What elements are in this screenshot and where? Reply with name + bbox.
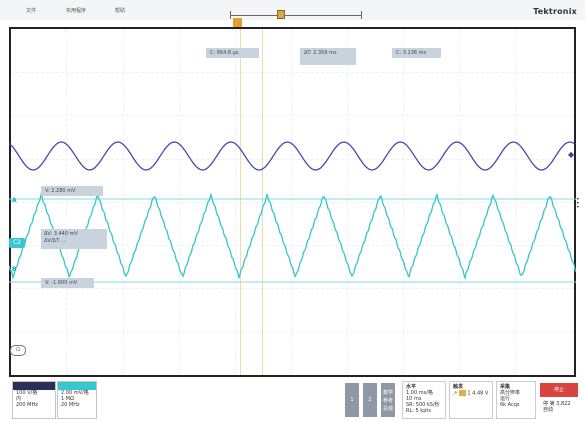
acquisition-settings[interactable]: 采集 高分辨率 运行 6k Acqs xyxy=(496,381,536,419)
more-options-icon[interactable]: • • • xyxy=(576,196,580,211)
horizontal-settings[interactable]: 水平 1.00 ms/格 10 ms SR: 500 kS/秒 RL: 5 kp… xyxy=(402,381,446,419)
trigger-mode: 自动 xyxy=(543,407,554,413)
horizontal-scale: 1.00 ms/格 xyxy=(406,390,433,396)
acquire-mode: 高分辨率 xyxy=(500,390,521,396)
acquire-title: 采集 xyxy=(500,384,511,390)
record-timeline[interactable] xyxy=(230,15,362,16)
trigger-settings[interactable]: 触发 ↗ 1 4.48 V xyxy=(449,381,493,419)
channel-3-button[interactable]: 1 xyxy=(345,383,359,417)
channel-2-ground-marker[interactable]: C2 xyxy=(9,238,25,248)
grid-line xyxy=(11,115,574,116)
trigger-source: 1 xyxy=(467,390,471,397)
top-bar: 文件 实用程序 帮助 Tektronix xyxy=(0,0,585,20)
cursor-b-marker[interactable]: B xyxy=(12,266,17,273)
cursor-handle-icon[interactable] xyxy=(233,18,242,29)
waveform-graticule[interactable] xyxy=(9,27,576,377)
channel-1-badge[interactable]: 100 V/格 内 200 MHz xyxy=(12,381,56,419)
grid-line xyxy=(11,72,574,73)
grid-line xyxy=(11,245,574,246)
delta-voltage-readout: ΔV: 3.440 mV ΔV/ΔT: ... xyxy=(41,229,107,249)
timeline-end-tick xyxy=(361,11,362,19)
trigger-source-badge xyxy=(458,390,466,396)
delta-v-text: ΔV: 3.440 mV xyxy=(44,231,78,237)
brand-logo: Tektronix xyxy=(533,7,577,16)
channel-4-button[interactable]: 2 xyxy=(363,383,377,417)
ch2-bandwidth: 20 MHz xyxy=(61,402,80,408)
ch2-impedance: 1 MΩ xyxy=(61,396,74,402)
grid-line xyxy=(11,288,574,289)
time-cursor-a[interactable] xyxy=(240,29,241,375)
time-cursor-b[interactable] xyxy=(262,29,263,375)
channel-2-badge[interactable]: 2.00 mV/格 1 MΩ 20 MHz xyxy=(57,381,97,419)
ch1-scale: 100 V/格 xyxy=(16,390,38,396)
ch1-bandwidth: 200 MHz xyxy=(16,402,38,408)
voltage-cursor-upper-readout: V: 2.280 mV xyxy=(41,186,103,196)
trigger-slope-icon: ↗ xyxy=(453,390,458,397)
menu-help[interactable]: 帮助 xyxy=(115,8,126,14)
waveform-area xyxy=(9,141,576,283)
horizontal-title: 水平 xyxy=(406,384,417,390)
trigger-level: 4.48 V xyxy=(472,390,489,397)
horizontal-sample-rate: SR: 500 kS/秒 xyxy=(406,402,440,408)
horizontal-record-length: RL: 5 kpts xyxy=(406,408,431,414)
trigger-title: 触发 xyxy=(453,384,464,390)
math-ref-bus-button[interactable]: 数学 参考 总线 xyxy=(381,383,395,417)
acquire-state: 运行 xyxy=(500,396,511,402)
run-stop-button[interactable]: 停止 xyxy=(540,383,578,397)
acquire-count: 6k Acqs xyxy=(500,402,520,408)
trigger-position-icon[interactable] xyxy=(277,10,285,19)
channel-1-arrow-icon: ◆ xyxy=(568,150,575,159)
side-panel-button[interactable]: ⊡ xyxy=(10,345,26,356)
grid-line xyxy=(11,331,574,332)
menu-utility[interactable]: 实用程序 xyxy=(66,8,87,14)
ch1-coupling: 内 xyxy=(16,396,22,402)
ch2-scale: 2.00 mV/格 xyxy=(61,390,89,396)
cursor-a-readout: C: 864.8 μs xyxy=(206,48,259,58)
timeline-start-tick xyxy=(230,11,231,19)
horizontal-record: 10 ms xyxy=(406,396,422,402)
cursor-delta-readout: ΔT: 2.356 ms xyxy=(300,48,356,65)
cursor-b-readout: C: 3.136 ms xyxy=(392,48,441,58)
menu-file[interactable]: 文件 xyxy=(26,8,37,14)
trigger-count: 停 第 3,822 xyxy=(543,401,571,407)
grid-line xyxy=(11,159,574,160)
voltage-cursor-lower-readout: V: -1.600 mV xyxy=(41,278,94,288)
channel-1-color-bar xyxy=(13,382,55,390)
bottom-panel xyxy=(0,380,585,422)
channel-2-waveform xyxy=(9,192,576,281)
grid-line xyxy=(11,202,574,203)
dvdt-text: ΔV/ΔT: ... xyxy=(44,238,67,244)
channel-2-color-bar xyxy=(58,382,96,390)
channel-1-waveform xyxy=(9,141,576,171)
trigger-status: 停 第 3,822 自动 xyxy=(543,401,571,413)
cursor-a-marker[interactable]: A xyxy=(12,197,17,204)
